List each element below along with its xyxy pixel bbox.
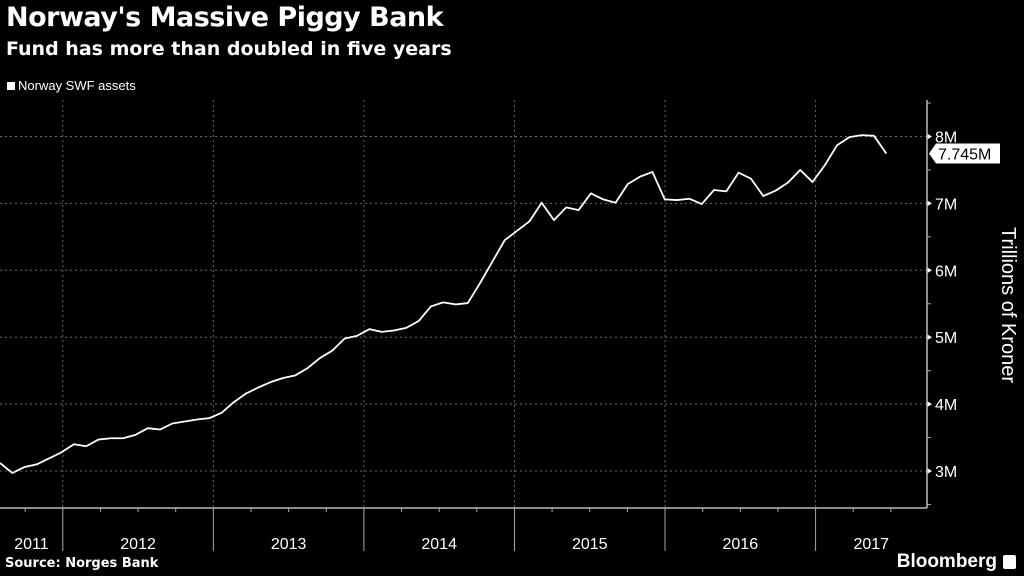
y-tick	[927, 401, 932, 408]
chart-title: Norway's Massive Piggy Bank	[6, 2, 444, 33]
y-tick-label: 7M	[935, 196, 957, 213]
y-axis-label: Trillions of Kroner	[997, 227, 1019, 383]
bloomberg-logo: Bloomberg	[897, 551, 1016, 573]
last-value-label: 7.745M	[938, 147, 991, 164]
x-tick-label: 2017	[853, 536, 889, 553]
x-tick-label: 2016	[723, 536, 759, 553]
y-tick	[927, 200, 932, 207]
x-tick-label: 2015	[572, 536, 608, 553]
y-tick	[927, 334, 932, 341]
x-tick-label: 2013	[271, 536, 307, 553]
legend: Norway SWF assets	[7, 78, 136, 93]
y-tick	[927, 468, 932, 474]
x-tick-label: 2014	[421, 536, 457, 553]
data-points	[0, 135, 887, 474]
x-tick-label: 2012	[120, 536, 156, 553]
y-tick-label: 5M	[935, 330, 957, 347]
brand-name: Bloomberg	[896, 551, 997, 572]
source-note: Source: Norges Bank	[5, 556, 159, 571]
y-tick	[927, 267, 932, 274]
last-value-badge	[929, 143, 1000, 164]
legend-swatch	[7, 81, 15, 90]
legend-label: Norway SWF assets	[18, 78, 136, 93]
y-tick-label: 6M	[935, 263, 957, 280]
y-tick-label: 3M	[935, 464, 957, 481]
y-tick-label: 8M	[935, 130, 957, 147]
bloomberg-chart-icon	[1003, 555, 1016, 569]
y-tick	[927, 133, 932, 140]
y-tick-label: 4M	[935, 397, 957, 414]
series-line	[0, 134, 888, 474]
chart-subtitle: Fund has more than doubled in five years	[6, 38, 452, 60]
x-tick-label: 2011	[14, 536, 49, 553]
